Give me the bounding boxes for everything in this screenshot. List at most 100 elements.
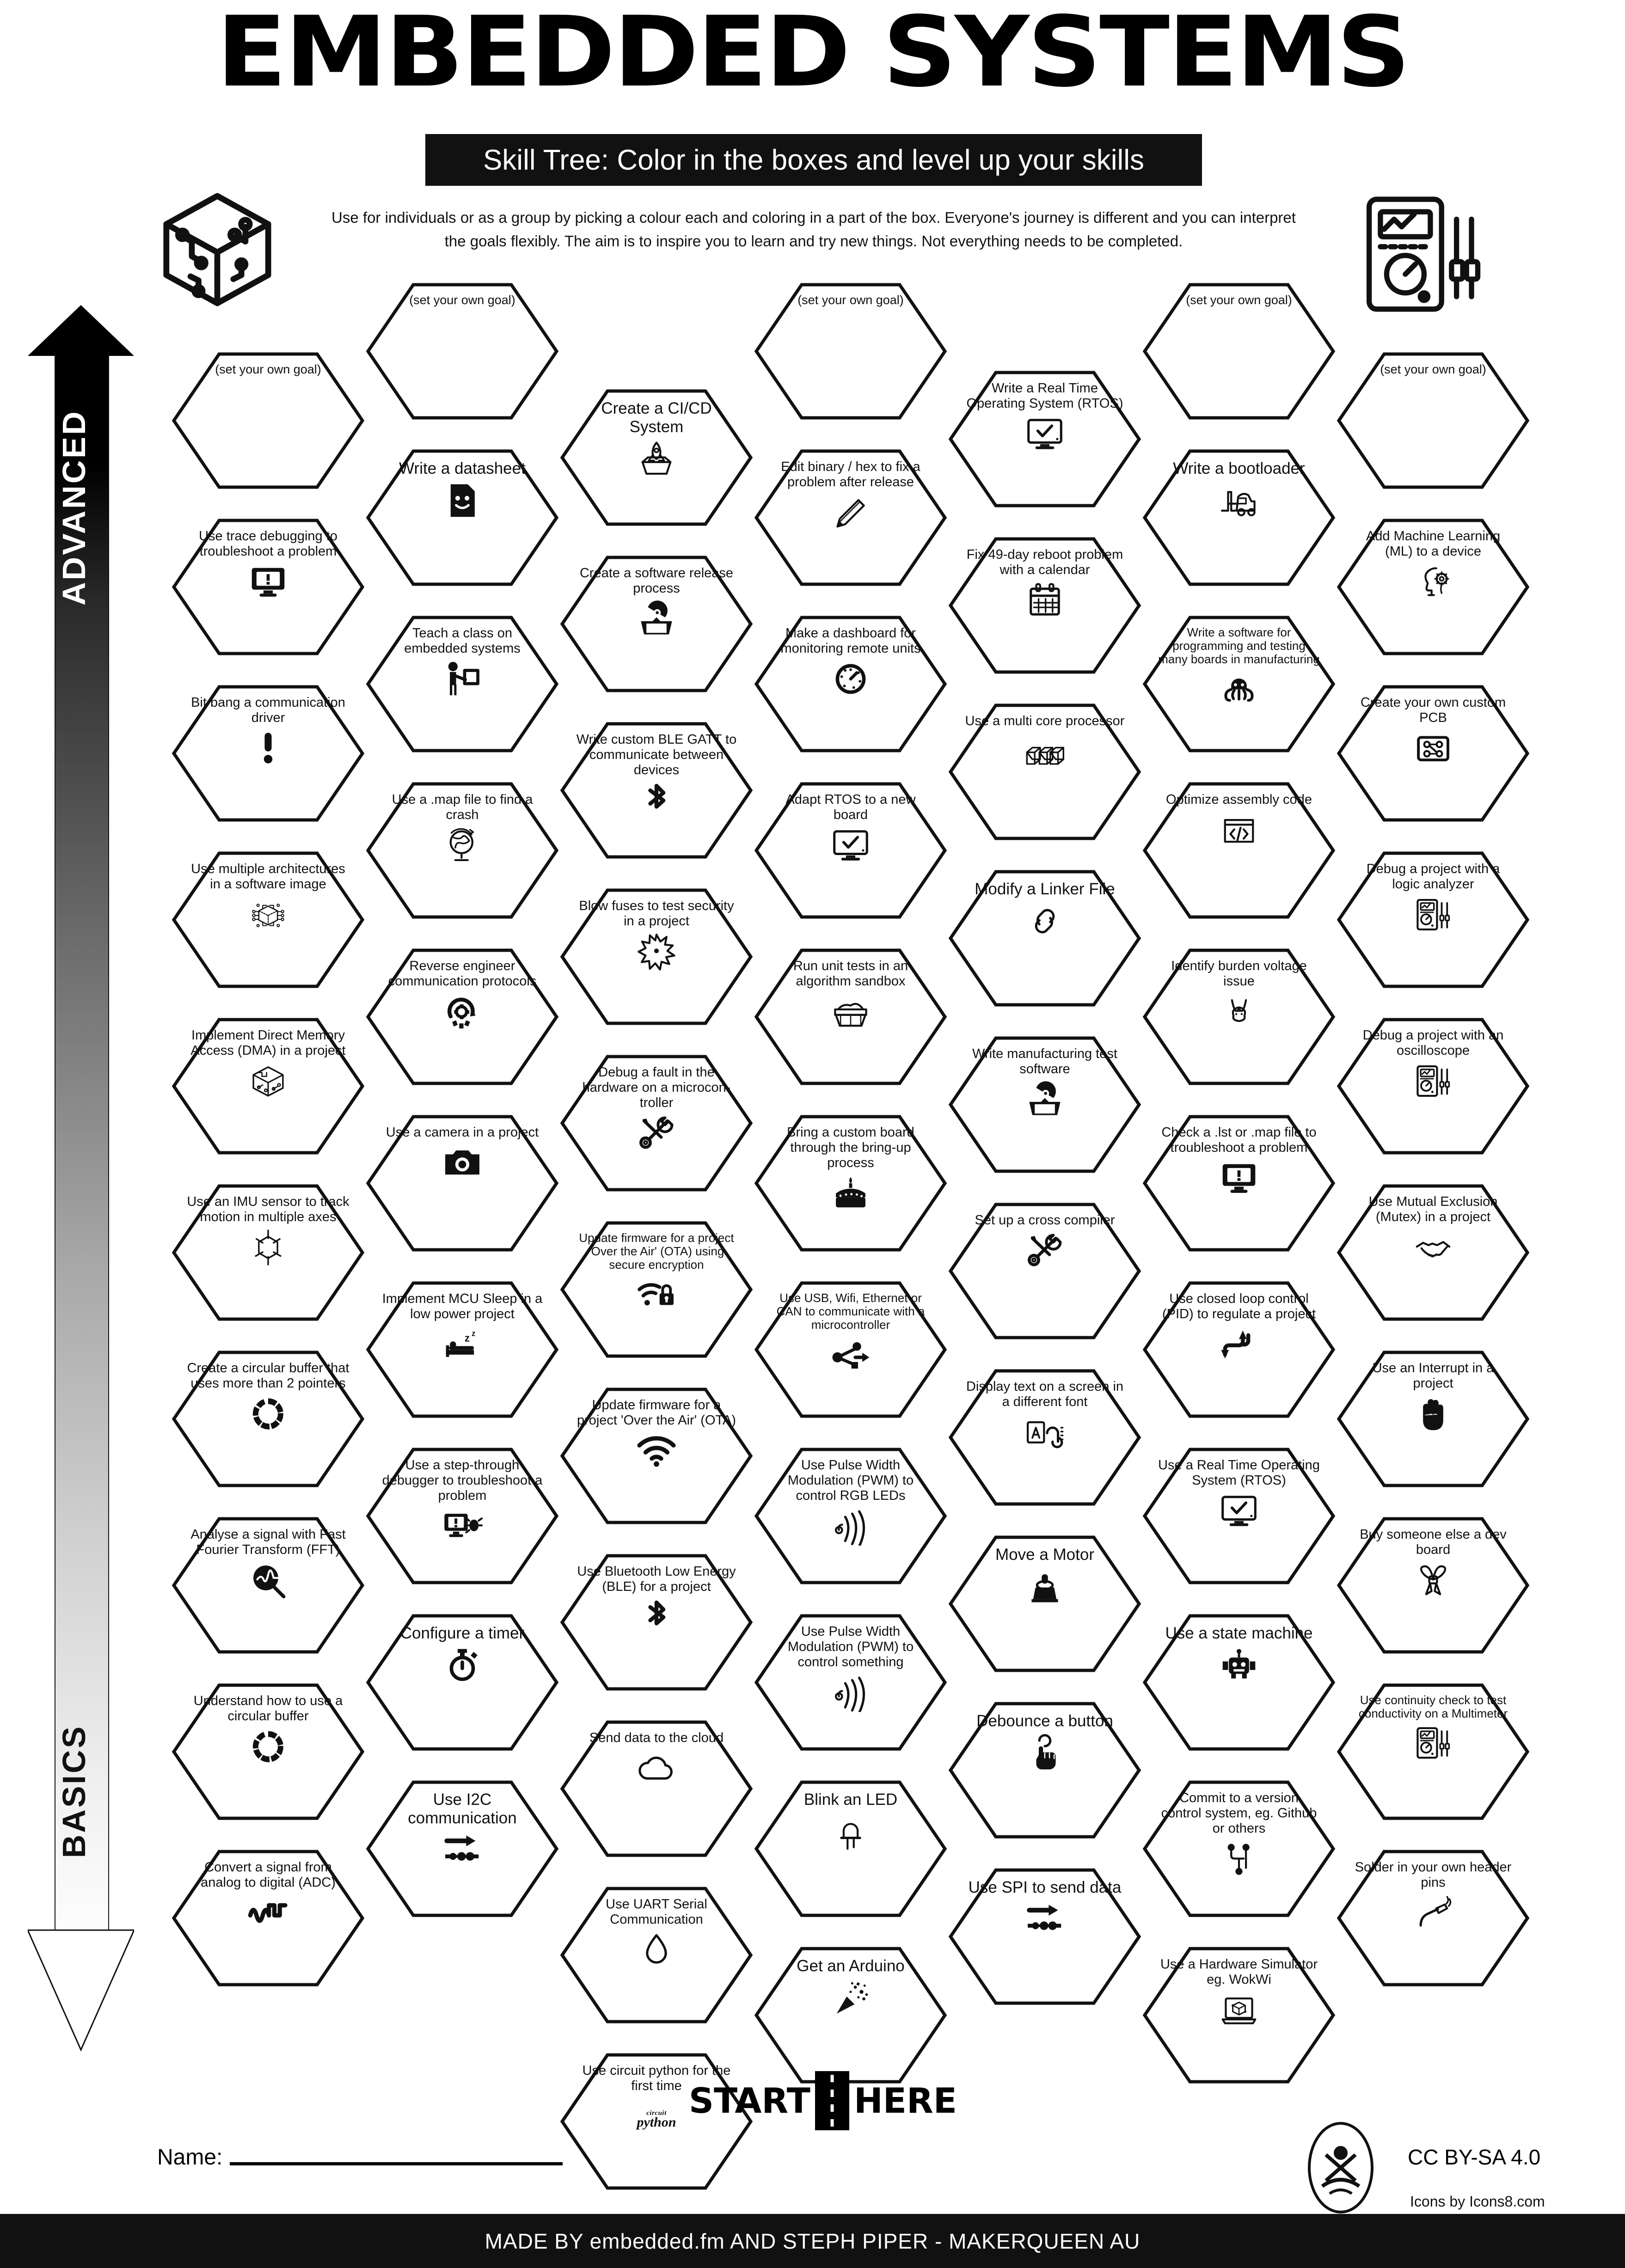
skill-hex[interactable]: Commit to a version control system, eg. … — [1142, 1779, 1336, 1918]
skill-hex[interactable]: Use continuity check to test conductivit… — [1336, 1682, 1530, 1821]
skill-hex[interactable]: Display text on a screen in a different … — [948, 1368, 1142, 1507]
skill-hex[interactable]: Set up a cross compiler — [948, 1202, 1142, 1340]
skill-hex[interactable]: Blow fuses to test security in a project — [559, 887, 754, 1026]
skill-hex[interactable]: Bring a custom board through the bring-u… — [754, 1114, 948, 1253]
name-field[interactable]: Name: — [157, 2145, 563, 2170]
skill-hex[interactable]: Optimize assembly code — [1142, 781, 1336, 920]
hex-content: Use a multi core processor — [963, 709, 1126, 835]
hex-label: Create a software release process — [579, 566, 734, 596]
skill-hex[interactable]: Use a state machine — [1142, 1613, 1336, 1752]
hex-content: Debug a fault in the hardware on a micro… — [575, 1060, 738, 1186]
hex-outline — [1337, 1018, 1530, 1155]
hex-content: Bring a custom board through the bring-u… — [769, 1120, 932, 1246]
skill-hex[interactable]: Write manufacturing test software — [948, 1035, 1142, 1174]
skill-hex[interactable]: Use USB, Wifi, Ethernet or CAN to commun… — [754, 1280, 948, 1419]
hex-outline — [366, 449, 559, 586]
skill-hex[interactable]: (set your own goal) — [171, 351, 365, 490]
skill-hex[interactable]: Solder in your own header pins — [1336, 1849, 1530, 1987]
hex-content: Create your own custom PCB — [1352, 691, 1515, 816]
skill-hex[interactable]: Use a camera in a project — [365, 1114, 559, 1253]
skill-hex[interactable]: Use an IMU sensor to track motion in mul… — [171, 1183, 365, 1322]
skill-hex[interactable]: (set your own goal) — [754, 282, 948, 421]
skill-hex[interactable]: Implement MCU Sleep in a low power proje… — [365, 1280, 559, 1419]
hex-outline — [1337, 352, 1530, 489]
skill-hex[interactable]: (set your own goal) — [365, 282, 559, 421]
skill-hex[interactable]: Use an Interrupt in a project — [1336, 1350, 1530, 1488]
skill-hex[interactable]: Create your own custom PCB — [1336, 684, 1530, 823]
skill-hex[interactable]: Use a Hardware Simulator eg. WokWi — [1142, 1946, 1336, 2085]
monitor-alert-icon — [246, 562, 290, 602]
skill-hex[interactable]: Create a circular buffer that uses more … — [171, 1350, 365, 1488]
skill-hex[interactable]: Implement Direct Memory Access (DMA) in … — [171, 1017, 365, 1155]
skill-hex[interactable]: Use a Real Time Operating System (RTOS) — [1142, 1447, 1336, 1585]
skill-hex[interactable]: Understand how to use a circular buffer — [171, 1682, 365, 1821]
skill-hex[interactable]: Use Pulse Width Modulation (PWM) to cont… — [754, 1447, 948, 1585]
skill-hex[interactable]: Fix 49-day reboot problem with a calenda… — [948, 536, 1142, 675]
cloud-icon — [634, 1748, 679, 1788]
skill-hex[interactable]: Send data to the cloud — [559, 1719, 754, 1858]
skill-hex[interactable]: Use trace debugging to troubleshoot a pr… — [171, 518, 365, 656]
pencil-icon — [828, 493, 873, 532]
hex-content: Solder in your own header pins — [1352, 1855, 1515, 1981]
skill-hex[interactable]: Create a software release process — [559, 555, 754, 693]
disc-box-icon — [634, 599, 679, 639]
skill-hex[interactable]: Use I2C communication — [365, 1779, 559, 1918]
skill-hex[interactable]: Adapt RTOS to a new board — [754, 781, 948, 920]
skill-hex[interactable]: Edit binary / hex to fix a problem after… — [754, 448, 948, 587]
skill-hex[interactable]: (set your own goal) — [1142, 282, 1336, 421]
skill-hex[interactable]: Write a datasheet — [365, 448, 559, 587]
skill-hex[interactable]: Use Pulse Width Modulation (PWM) to cont… — [754, 1613, 948, 1752]
skill-hex[interactable]: Configure a timer — [365, 1613, 559, 1752]
skill-hex[interactable]: Reverse engineer communication protocols — [365, 948, 559, 1086]
skill-hex[interactable]: Debounce a button — [948, 1701, 1142, 1840]
skill-hex[interactable]: Use a multi core processor — [948, 703, 1142, 841]
skill-hex[interactable]: Move a Motor — [948, 1534, 1142, 1673]
skill-hex[interactable]: Use UART Serial Communication — [559, 1886, 754, 2024]
skill-hex[interactable]: Blink an LED — [754, 1779, 948, 1918]
hex-content: Use SPI to send data — [963, 1874, 1126, 1999]
skill-hex[interactable]: Use Bluetooth Low Energy (BLE) for a pro… — [559, 1553, 754, 1692]
skill-hex[interactable]: Write custom BLE GATT to communicate bet… — [559, 721, 754, 860]
skill-hex[interactable]: Create a CI/CD System — [559, 388, 754, 527]
skill-hex[interactable]: Check a .lst or .map file to troubleshoo… — [1142, 1114, 1336, 1253]
memory-box-icon — [246, 1061, 290, 1101]
hex-outline — [948, 703, 1141, 840]
skill-hex[interactable]: Teach a class on embedded systems — [365, 615, 559, 753]
skill-hex[interactable]: Use multiple architectures in a software… — [171, 850, 365, 989]
skill-hex[interactable]: Update firmware for a project 'Over the … — [559, 1387, 754, 1525]
skill-hex[interactable]: Use circuit python for the first time cir… — [559, 2052, 754, 2191]
spi-bus-icon — [1023, 1900, 1067, 1939]
skill-hex[interactable]: Analyse a signal with Fast Fourier Trans… — [171, 1516, 365, 1655]
skill-hex[interactable]: Bit bang a communication driver — [171, 684, 365, 823]
skill-hex[interactable]: Use a step-through debugger to troublesh… — [365, 1447, 559, 1585]
skill-hex[interactable]: Debug a project with a logic analyzer — [1336, 850, 1530, 989]
skill-hex[interactable]: Use closed loop control (PID) to regulat… — [1142, 1280, 1336, 1419]
hex-label: Write a bootloader — [1173, 459, 1305, 477]
skill-hex[interactable]: Buy someone else a dev board — [1336, 1516, 1530, 1655]
hex-outline — [560, 1720, 753, 1857]
hex-outline — [1337, 519, 1530, 655]
skill-hex[interactable]: Modify a Linker File — [948, 869, 1142, 1008]
skill-hex[interactable]: Add Machine Learning (ML) to a device — [1336, 518, 1530, 656]
skill-hex[interactable]: Use Mutual Exclusion (Mutex) in a projec… — [1336, 1183, 1530, 1322]
skill-hex[interactable]: (set your own goal) — [1336, 351, 1530, 490]
skill-hex[interactable]: Get an Arduino — [754, 1946, 948, 2085]
skill-hex[interactable]: Debug a project with an oscilloscope — [1336, 1017, 1530, 1155]
git-branch-icon — [1217, 1839, 1261, 1879]
skill-hex[interactable]: Identify burden voltage issue — [1142, 948, 1336, 1086]
hex-content: Reverse engineer communication protocols — [381, 954, 544, 1080]
skill-hex[interactable]: Convert a signal from analog to digital … — [171, 1849, 365, 1987]
skill-hex[interactable]: Write a software for programming and tes… — [1142, 615, 1336, 753]
hex-outline — [948, 1203, 1141, 1339]
skill-hex[interactable]: Make a dashboard for monitoring remote u… — [754, 615, 948, 753]
skill-hex[interactable]: Run unit tests in an algorithm sandbox — [754, 948, 948, 1086]
skill-hex[interactable]: Update firmware for a project 'Over the … — [559, 1220, 754, 1359]
skill-hex[interactable]: Use SPI to send data — [948, 1867, 1142, 2006]
name-input-line[interactable] — [230, 2162, 563, 2165]
skill-hex[interactable]: Write a Real Time Operating System (RTOS… — [948, 370, 1142, 508]
hex-content: Create a CI/CD System — [575, 395, 738, 520]
skill-hex[interactable]: Use a .map file to find a crash — [365, 781, 559, 920]
skill-hex[interactable]: Write a bootloader — [1142, 448, 1336, 587]
camera-icon — [440, 1143, 484, 1183]
skill-hex[interactable]: Debug a fault in the hardware on a micro… — [559, 1054, 754, 1192]
